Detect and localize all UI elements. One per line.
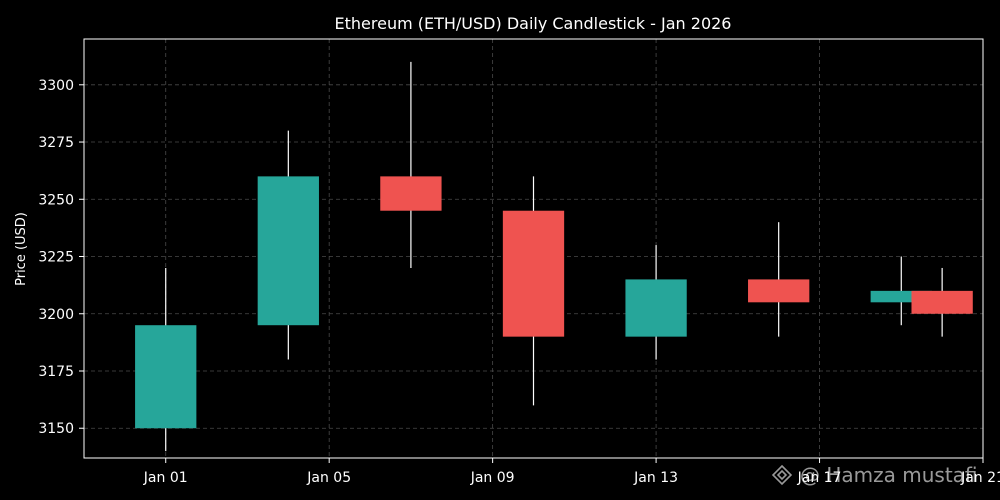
logo-icon [771,464,793,486]
candle-body-up [625,279,687,337]
candle-body-down [911,290,973,314]
chart-title: Ethereum (ETH/USD) Daily Candlestick - J… [335,14,732,33]
watermark-text: @ Hamza mustafi [800,463,978,487]
y-tick-label: 3200 [38,307,74,323]
x-axis: Jan 01 Jan 05 Jan 09 Jan 13 Jan 17 Jan 21 [143,458,1000,486]
candle [748,222,810,337]
x-tick-label: Jan 01 [143,470,188,486]
y-tick-label: 3250 [38,192,74,208]
y-tick-label: 3225 [38,250,74,266]
watermark: @ Hamza mustafi [771,463,978,487]
y-tick-label: 3150 [38,421,74,437]
y-tick-label: 3275 [38,135,74,151]
x-tick-label: Jan 17 [797,470,842,486]
candle [502,176,565,406]
x-tick-label: Jan 21 [960,470,1000,486]
candle [380,61,442,268]
x-tick-label: Jan 13 [633,470,678,486]
y-tick-label: 3175 [38,364,74,380]
plot-frame [83,38,984,459]
candle [911,267,973,337]
x-tick-label: Jan 09 [470,470,515,486]
candles [135,61,973,452]
candle-body-up [135,325,197,429]
candle [625,245,687,360]
y-axis: 3150 3175 3200 3225 3250 3275 3300 [38,78,84,437]
candle [870,256,932,326]
y-axis-label: Price (USD) [14,212,29,286]
x-tick-label: Jan 05 [306,470,351,486]
candle-body-down [502,210,565,337]
candle-body-up [257,176,319,326]
candle [257,130,319,360]
candle-body-up [870,290,932,303]
y-tick-label: 3300 [38,78,74,94]
candle [135,267,197,452]
candle-body-down [748,279,810,303]
candle-body-down [380,176,442,211]
